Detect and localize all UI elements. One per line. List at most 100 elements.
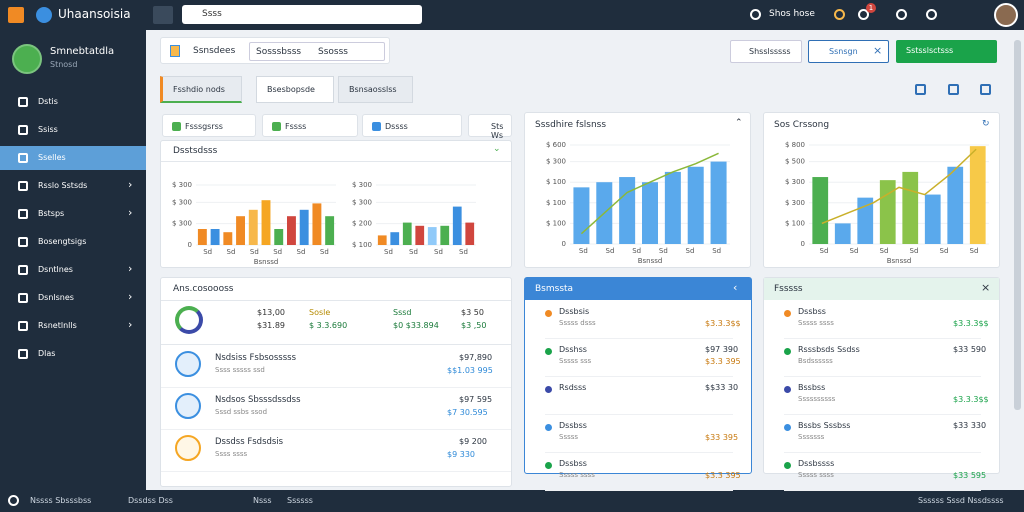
menu-item[interactable]: Dlas — [0, 342, 146, 366]
item-dot — [545, 386, 552, 393]
footer-item: Nsss — [253, 496, 272, 505]
x-tick-label: Sd — [712, 247, 721, 255]
top-icon[interactable] — [896, 9, 907, 20]
y-tick-label: 0 — [562, 240, 566, 248]
refresh-icon: ↻ — [982, 119, 990, 129]
user-label: Shos hose — [769, 9, 815, 19]
top-icon[interactable] — [858, 9, 869, 20]
search-box[interactable]: Ssss — [182, 5, 422, 24]
menu-icon — [18, 265, 28, 275]
summary-top: $13,00 — [257, 308, 285, 317]
bar — [223, 232, 233, 245]
panel-title: Bsmssta — [535, 284, 574, 294]
x-tick-label: Sd — [409, 248, 418, 256]
bar — [465, 222, 475, 245]
menu-item[interactable]: Dsntlnes › — [0, 258, 146, 282]
bar — [664, 171, 681, 244]
filter-chip[interactable]: Fssss — [262, 114, 358, 137]
tab-label: Bsnsaosslss — [349, 85, 397, 94]
menu-label: Dstis — [38, 97, 58, 106]
close-icon: × — [873, 44, 883, 57]
x-tick-label: Sd — [940, 247, 949, 255]
menu-item[interactable]: Rsslo Sstsds › — [0, 174, 146, 198]
header-icon: × — [981, 281, 991, 294]
x-axis-label: Bsnssd — [638, 257, 663, 265]
bar — [402, 222, 412, 245]
panel-divider — [161, 429, 511, 430]
item-dot — [784, 310, 791, 317]
top-icon[interactable] — [926, 9, 937, 20]
menu-label: Rsnetlnlls — [38, 321, 77, 330]
menu-icon — [18, 153, 28, 163]
button[interactable]: Ssnsgn × — [808, 40, 889, 63]
tab[interactable]: Bsnsaosslss — [338, 76, 413, 103]
y-tick-label: $ 300 — [172, 198, 192, 206]
tab[interactable]: Fsshdio nods — [160, 76, 242, 103]
item-sub: Sssss dsss — [559, 319, 596, 327]
menu-item[interactable]: Bosengtsigs — [0, 230, 146, 254]
chart-panel: Sos Crssong $ 800 $ 500 $ 300 $ 300 $ 100 0 Sd S… — [763, 112, 1000, 268]
item-sub: Ssssssssss — [798, 395, 836, 403]
x-tick-label: Sd — [910, 247, 919, 255]
item-name: Dssbss — [559, 421, 587, 430]
input-text: Sosssbsss — [256, 47, 302, 57]
y-tick-label: $ 200 — [352, 220, 372, 228]
chart: $ 800 $ 500 $ 300 $ 300 $ 100 0 Sd Sd Sd Sd Sd Sd Bs… — [785, 141, 989, 265]
filter-chip[interactable]: Dssss — [362, 114, 462, 137]
item-amount-alt: $9 330 — [447, 450, 475, 459]
button[interactable]: Shsslsssss — [730, 40, 802, 63]
filter-icon — [372, 122, 381, 131]
menu-item[interactable]: Rsnetlnlls › — [0, 314, 146, 338]
menu-item[interactable]: Ssiss — [0, 118, 146, 142]
item-dot — [784, 348, 791, 355]
y-tick-label: $ 300 — [172, 220, 192, 228]
menu-item[interactable]: Dstis — [0, 90, 146, 114]
item-sub: Bsdssssss — [798, 357, 833, 365]
item-icon — [175, 351, 201, 377]
footer-item: Dssdss Dss — [128, 496, 173, 505]
button[interactable]: Sstsslsctsss — [896, 40, 997, 63]
item-amount: $97,890 — [459, 353, 493, 362]
filter-chip[interactable]: Sts Ws — [468, 114, 512, 140]
view-icon[interactable] — [980, 84, 991, 95]
item-name: Dssbss — [559, 459, 587, 468]
bar — [325, 216, 335, 245]
button-label: Shsslsssss — [749, 47, 791, 56]
footer-icon — [8, 495, 19, 506]
scrollbar — [1014, 40, 1021, 410]
top-icon[interactable] — [834, 9, 845, 20]
tab[interactable]: Bsesbopsde — [256, 76, 334, 103]
menu-label: Dsnlsnes — [38, 293, 74, 302]
top-icon[interactable] — [750, 9, 761, 20]
header-icon: ‹ — [733, 281, 738, 294]
item-icon — [175, 435, 201, 461]
x-tick-label: Sd — [579, 247, 588, 255]
panel-divider — [545, 414, 733, 415]
chart: $ 300 $ 300 $ 300 0 Sd Sd Sd Sd Sd Sd Bsnssd — [172, 181, 336, 266]
panel-divider — [784, 490, 981, 491]
bar — [947, 166, 964, 244]
button-label: Sstsslsctsss — [906, 46, 954, 55]
bar — [274, 229, 284, 245]
menu-label: Bstsps — [38, 209, 65, 218]
panel-divider — [545, 338, 733, 339]
chart-panel: Sssdhire fslsnss $ 600 $ 300 $ 100 $ 100 $ 10… — [524, 112, 751, 268]
filter-chip[interactable]: Fsssgsrss — [162, 114, 256, 137]
bar — [415, 225, 425, 245]
view-icon[interactable] — [948, 84, 959, 95]
menu-item[interactable]: Sselles — [0, 146, 146, 170]
summary-top: Sosle — [309, 308, 331, 317]
y-tick-label: 0 — [188, 241, 192, 249]
list-panel: Fsssss × Dssbss Sssss ssss $3.3.3$$ Rsssbsds … — [763, 277, 1000, 491]
item-sub: Sssss ssss — [559, 471, 595, 479]
item-name: Rsdsss — [559, 383, 587, 392]
toolbar-input[interactable]: Sosssbsss Ssosss — [249, 42, 385, 61]
view-icon[interactable] — [915, 84, 926, 95]
item-dot — [545, 424, 552, 431]
menu-item[interactable]: Bstsps › — [0, 202, 146, 226]
chart: $ 300 $ 300 $ 200 $ 100 Sd Sd Sd Sd — [352, 181, 476, 256]
menu-icon — [18, 125, 28, 135]
x-tick-label: Sd — [227, 248, 236, 256]
menu-item[interactable]: Dsnlsnes › — [0, 286, 146, 310]
